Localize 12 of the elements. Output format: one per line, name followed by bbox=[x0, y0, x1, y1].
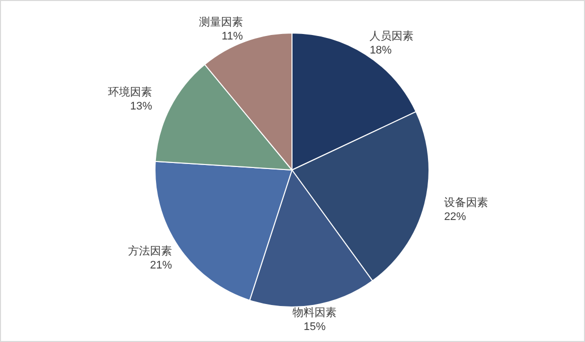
data-label: 15% bbox=[304, 321, 326, 334]
data-label: 21% bbox=[150, 260, 172, 272]
slice-label: 测量因素 bbox=[198, 16, 243, 29]
slice-label: 物料因素 bbox=[292, 306, 337, 320]
data-label: 22% bbox=[444, 211, 466, 224]
slice-label: 方法因素 bbox=[128, 244, 172, 258]
slice-label: 设备因素 bbox=[444, 196, 488, 210]
slice-label: 人员因素 bbox=[370, 30, 414, 43]
data-label: 13% bbox=[130, 100, 152, 113]
data-label: 18% bbox=[370, 44, 392, 57]
slice-label: 环境因素 bbox=[108, 86, 152, 99]
data-label: 11% bbox=[222, 30, 244, 43]
